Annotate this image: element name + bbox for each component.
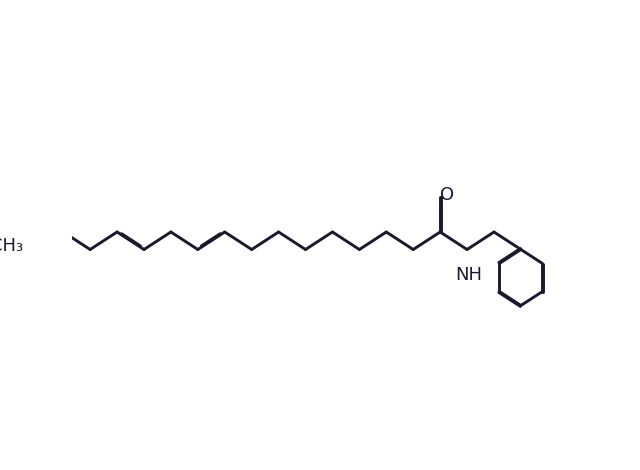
Text: CH₃: CH₃ (0, 236, 22, 254)
Text: NH: NH (455, 266, 483, 283)
Text: O: O (440, 186, 454, 204)
